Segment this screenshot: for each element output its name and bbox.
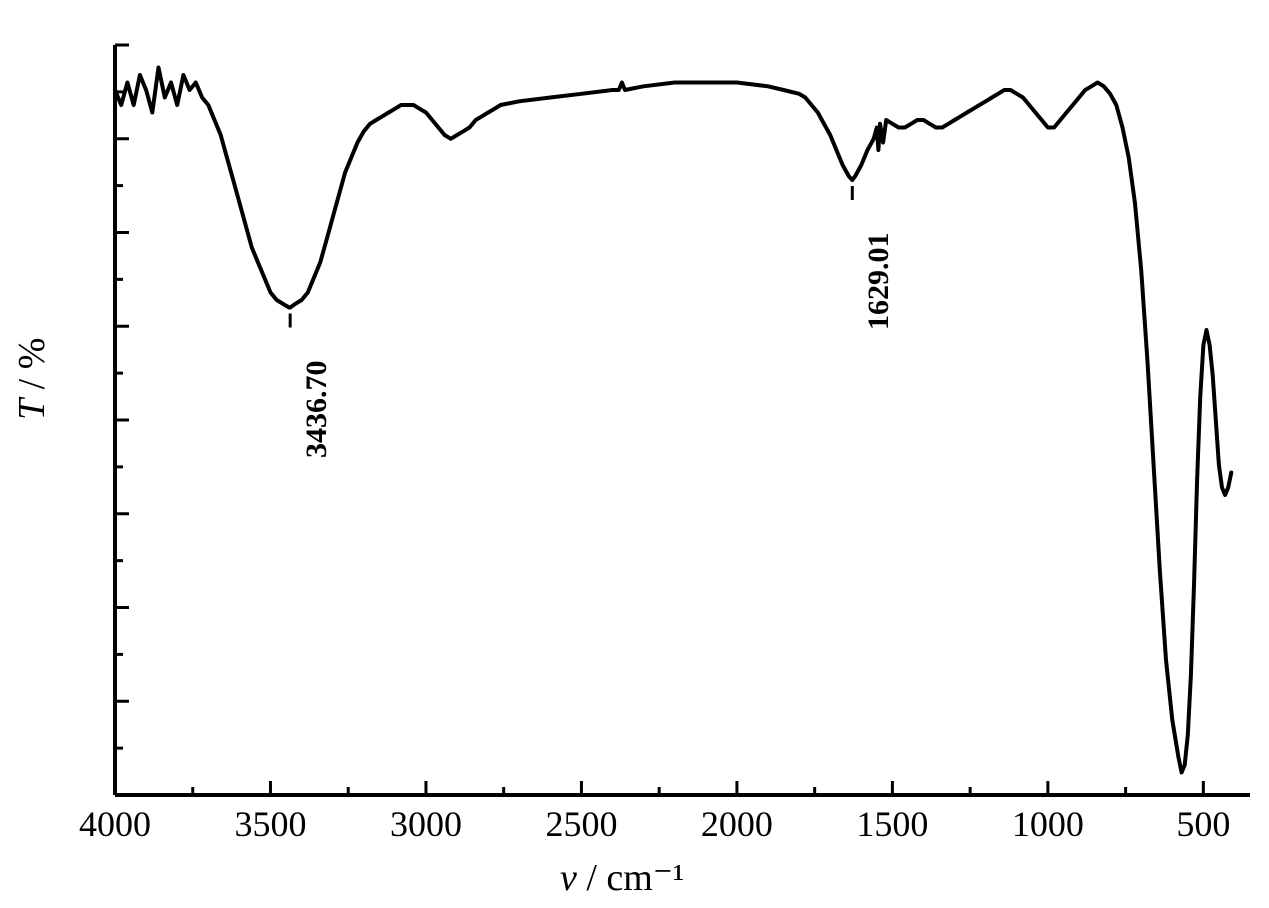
x-tick-label: 3500: [220, 803, 320, 845]
x-tick-label: 500: [1153, 803, 1253, 845]
x-tick-label: 4000: [65, 803, 165, 845]
x-axis-label-unit: / cm⁻¹: [577, 857, 684, 899]
chart-svg: [0, 0, 1269, 908]
y-axis-label: T / %: [10, 338, 54, 420]
y-axis-label-unit: / %: [11, 338, 53, 399]
x-tick-label: 2000: [687, 803, 787, 845]
y-axis-label-var: T: [11, 399, 53, 420]
x-tick-label: 1500: [842, 803, 942, 845]
x-axis-label-var: v: [560, 857, 577, 899]
x-axis-label: v / cm⁻¹: [560, 855, 684, 900]
peak-label: 3436.70: [300, 360, 334, 458]
x-tick-label: 3000: [376, 803, 476, 845]
peak-label: 1629.01: [862, 233, 896, 331]
ir-spectrum-chart: T / % v / cm⁻¹ 4000 3500 3000 2500 2000 1500 1…: [0, 0, 1269, 908]
x-tick-label: 1000: [998, 803, 1098, 845]
x-tick-label: 2500: [531, 803, 631, 845]
